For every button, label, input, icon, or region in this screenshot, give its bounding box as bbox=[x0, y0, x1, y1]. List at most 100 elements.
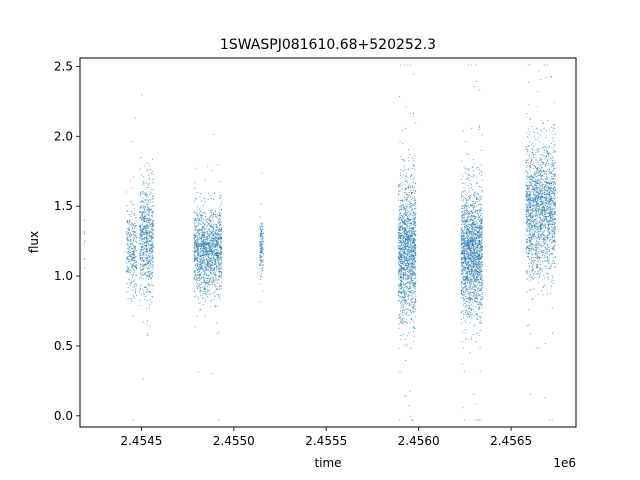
data-point bbox=[146, 234, 148, 236]
data-point bbox=[473, 280, 475, 283]
data-point bbox=[150, 240, 152, 242]
data-point bbox=[461, 363, 463, 365]
data-point bbox=[146, 235, 148, 237]
data-point bbox=[131, 264, 133, 266]
data-point bbox=[128, 267, 130, 269]
data-point bbox=[217, 217, 219, 219]
data-point bbox=[139, 252, 141, 254]
data-point bbox=[147, 224, 149, 226]
data-point bbox=[216, 250, 218, 252]
data-point bbox=[480, 320, 482, 322]
data-point bbox=[414, 275, 416, 277]
data-point bbox=[213, 251, 215, 253]
data-point bbox=[142, 290, 144, 292]
data-point bbox=[405, 233, 407, 235]
data-point bbox=[406, 290, 408, 292]
data-point bbox=[126, 263, 128, 265]
data-point bbox=[149, 239, 151, 241]
data-point bbox=[403, 242, 405, 244]
data-point bbox=[132, 242, 134, 244]
data-point bbox=[411, 214, 413, 216]
data-point bbox=[404, 320, 406, 322]
data-point bbox=[151, 228, 153, 230]
data-point bbox=[141, 249, 143, 251]
data-point bbox=[139, 259, 141, 261]
data-point bbox=[409, 284, 411, 286]
data-point bbox=[133, 252, 135, 254]
data-point bbox=[195, 241, 197, 244]
data-point bbox=[398, 327, 400, 329]
data-point bbox=[214, 296, 216, 298]
data-point bbox=[413, 274, 415, 276]
data-point bbox=[127, 260, 129, 262]
data-point bbox=[414, 308, 417, 310]
data-point bbox=[152, 219, 154, 222]
data-point bbox=[220, 181, 222, 183]
data-point bbox=[262, 264, 264, 267]
data-point bbox=[151, 223, 153, 225]
data-point bbox=[261, 244, 263, 246]
data-point bbox=[405, 218, 407, 220]
data-point bbox=[220, 258, 222, 261]
data-point bbox=[404, 291, 406, 293]
data-point bbox=[144, 193, 146, 195]
data-point bbox=[151, 249, 153, 251]
data-point bbox=[198, 228, 200, 230]
data-point bbox=[212, 265, 214, 267]
data-point bbox=[130, 180, 132, 182]
data-point bbox=[198, 266, 201, 268]
data-point bbox=[194, 275, 196, 277]
data-point bbox=[477, 282, 479, 284]
data-point bbox=[405, 191, 407, 194]
data-point bbox=[148, 275, 150, 277]
data-point bbox=[410, 238, 412, 240]
data-point bbox=[262, 248, 264, 250]
data-point bbox=[261, 233, 263, 235]
data-point bbox=[149, 262, 151, 264]
data-point bbox=[144, 274, 146, 276]
data-point bbox=[404, 208, 406, 210]
data-point bbox=[128, 220, 130, 222]
data-point bbox=[196, 274, 199, 276]
data-point bbox=[220, 285, 222, 287]
data-point bbox=[220, 239, 222, 241]
data-point bbox=[198, 251, 200, 253]
data-point bbox=[213, 233, 215, 235]
data-point bbox=[463, 305, 465, 308]
data-point bbox=[145, 248, 147, 250]
data-point bbox=[401, 208, 403, 210]
data-point bbox=[476, 318, 478, 320]
data-point bbox=[210, 215, 212, 217]
data-point bbox=[214, 255, 216, 257]
data-point bbox=[146, 239, 149, 241]
data-point bbox=[203, 212, 205, 214]
data-point bbox=[205, 300, 207, 302]
data-point bbox=[415, 296, 417, 298]
data-point bbox=[211, 244, 213, 246]
data-point bbox=[411, 287, 413, 289]
data-point bbox=[130, 232, 132, 234]
data-point bbox=[140, 191, 142, 193]
data-point bbox=[205, 284, 207, 286]
data-point bbox=[412, 247, 414, 249]
data-point bbox=[213, 263, 215, 265]
data-point bbox=[148, 207, 150, 209]
data-point bbox=[470, 294, 472, 296]
data-point bbox=[413, 282, 415, 284]
data-point bbox=[126, 221, 128, 223]
data-point bbox=[132, 234, 134, 236]
data-point bbox=[130, 222, 132, 224]
data-point bbox=[398, 225, 401, 227]
data-point bbox=[129, 214, 131, 216]
data-point bbox=[259, 263, 261, 266]
data-point bbox=[133, 175, 135, 177]
data-point bbox=[221, 271, 223, 273]
data-point bbox=[197, 242, 199, 244]
data-point bbox=[147, 261, 150, 264]
data-point bbox=[402, 304, 404, 306]
data-point bbox=[406, 198, 408, 200]
data-point bbox=[460, 241, 463, 243]
data-point bbox=[140, 174, 142, 176]
data-point bbox=[410, 245, 412, 247]
data-point bbox=[142, 231, 144, 233]
